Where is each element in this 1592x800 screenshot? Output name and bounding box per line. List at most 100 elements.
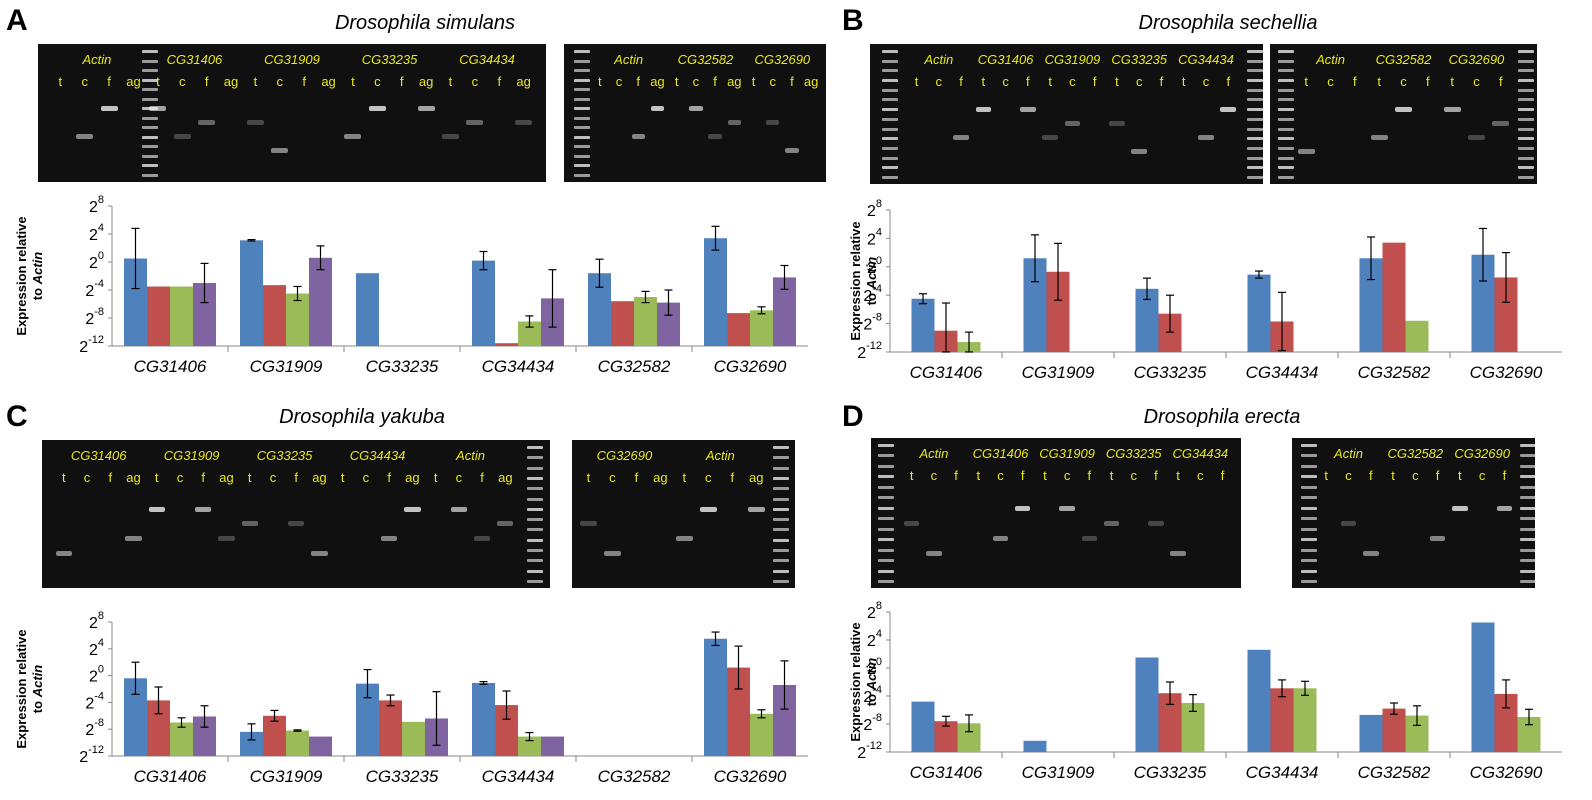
y-tick-label: 24 — [89, 222, 104, 244]
ladder-band — [881, 108, 898, 112]
lane-label: t — [351, 74, 355, 89]
ladder-band — [772, 476, 789, 480]
pcr-band — [708, 133, 722, 139]
ladder-band — [1518, 59, 1535, 63]
pcr-band — [404, 506, 421, 512]
lane-label: t — [909, 468, 914, 483]
bar-c-cg31909 — [263, 285, 286, 346]
ladder-band — [142, 78, 159, 82]
pcr-band — [580, 521, 597, 527]
ladder-band — [142, 145, 159, 149]
ladder-band — [527, 528, 544, 532]
bar-t-cg31909 — [1023, 258, 1047, 352]
lane-label: f — [1154, 468, 1158, 483]
lane-label: f — [107, 74, 111, 89]
ladder-band — [772, 569, 789, 573]
pcr-band — [1020, 107, 1036, 112]
ladder-band — [878, 485, 895, 489]
bar-t-cg34434 — [472, 682, 495, 756]
ladder-band — [1278, 59, 1294, 63]
dna-ladder — [142, 44, 159, 182]
lane-label: t — [1450, 74, 1454, 89]
pcr-band — [1064, 121, 1081, 126]
bar-f-cg32690 — [750, 310, 773, 346]
ladder-band — [527, 538, 544, 542]
ladder-band — [1520, 444, 1535, 447]
ladder-band — [1520, 475, 1535, 479]
pcr-band — [1148, 520, 1164, 526]
lane-label: c — [362, 470, 370, 485]
ladder-band — [1518, 79, 1535, 83]
ladder-band — [1278, 98, 1294, 102]
pcr-band — [1492, 121, 1510, 126]
pcr-band — [381, 536, 398, 542]
lane-label: f — [1026, 74, 1030, 89]
pcr-band — [311, 551, 328, 556]
y-tick-label: 20 — [89, 664, 104, 686]
bar-f-cg33235 — [1181, 703, 1205, 752]
gel-gene-label: CG31909 — [1044, 52, 1101, 67]
bar-t-cg32690 — [1471, 254, 1495, 352]
ladder-band — [1278, 137, 1294, 141]
bar-c-cg33235 — [379, 700, 402, 756]
lane-label: t — [247, 470, 252, 485]
bar-c-cg34434 — [1270, 688, 1294, 752]
bar-c-cg32582 — [1382, 708, 1406, 752]
x-tick-label: CG33235 — [366, 357, 439, 376]
bar-c-cg32690 — [1494, 693, 1518, 752]
ladder-band — [772, 456, 789, 460]
bar-t-cg32582 — [1359, 714, 1383, 752]
lane-label: t — [1391, 468, 1395, 483]
gel-gene-label: CG31406 — [972, 446, 1029, 461]
y-tick-label: 2-4 — [85, 690, 104, 712]
bar-t-cg32690 — [704, 238, 727, 346]
pcr-band — [246, 119, 264, 125]
pcr-band — [1452, 505, 1468, 511]
ladder-band — [1300, 496, 1317, 500]
ladder-band — [1300, 527, 1317, 531]
bar-c-cg31909 — [1046, 271, 1070, 352]
ladder-band — [1520, 569, 1535, 573]
ladder-band — [1520, 464, 1535, 468]
gel-gene-label: CG31909 — [163, 448, 220, 463]
lane-label: f — [1498, 74, 1503, 89]
bar-ag-cg31406 — [193, 716, 216, 756]
ladder-band — [527, 446, 544, 449]
lane-label: ag — [126, 470, 141, 485]
y-tick-label: 2-8 — [863, 312, 882, 334]
ladder-band — [881, 127, 898, 131]
bar-ag-cg34434 — [541, 736, 564, 756]
lane-label: ag — [650, 74, 665, 89]
ladder-band — [142, 59, 159, 63]
pcr-band — [1059, 505, 1075, 511]
pcr-band — [1109, 121, 1125, 126]
pcr-band — [149, 106, 167, 112]
ladder-band — [527, 456, 544, 460]
ladder-band — [1300, 506, 1317, 510]
lane-label: c — [1400, 74, 1407, 89]
bar-ag-cg32690 — [773, 277, 796, 346]
ladder-band — [1278, 156, 1294, 160]
dna-ladder — [574, 44, 591, 182]
lane-label: t — [154, 470, 159, 485]
y-tick-label: 2-12 — [857, 340, 882, 362]
y-axis-label: Expression relativeto Actin — [848, 221, 879, 340]
gel-gene-label: Actin — [919, 446, 949, 461]
dna-ladder — [1518, 44, 1535, 184]
lane-label: t — [253, 74, 258, 89]
ladder-band — [881, 59, 898, 63]
y-tick-label: 28 — [89, 194, 104, 216]
x-tick-label: CG34434 — [482, 767, 555, 786]
ladder-band — [574, 97, 591, 101]
lane-label: c — [83, 470, 91, 485]
ladder-band — [574, 154, 591, 158]
expression-bar-chart: Expression relativeto Actin2-122-82-4202… — [848, 198, 1562, 382]
pcr-band — [699, 506, 717, 512]
pcr-band — [497, 521, 514, 527]
ladder-band — [1300, 538, 1317, 542]
ladder-band — [142, 164, 159, 168]
ladder-band — [1520, 454, 1535, 458]
ladder-band — [878, 454, 895, 458]
ladder-band — [772, 538, 789, 542]
ladder-band — [878, 527, 895, 531]
